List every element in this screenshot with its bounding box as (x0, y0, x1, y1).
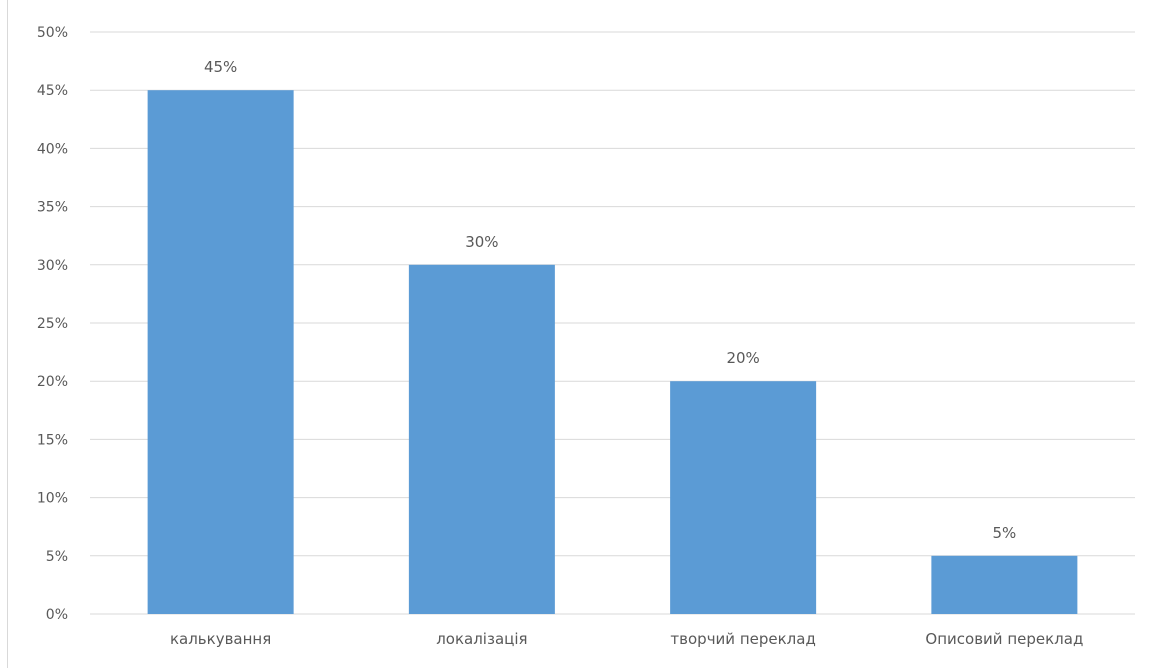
y-tick-label: 35% (37, 200, 68, 216)
data-label: 30% (465, 233, 498, 251)
y-tick-label: 40% (37, 141, 68, 157)
bar (670, 381, 817, 614)
y-tick-label: 25% (37, 316, 68, 332)
x-axis-category-labels: калькування локалізація творчий переклад Оп… (170, 630, 1083, 648)
data-label: 45% (204, 58, 237, 76)
category-label: калькування (170, 630, 271, 648)
category-label: локалізація (436, 630, 527, 648)
data-label: 20% (726, 349, 759, 367)
data-labels: 45% 30% 20% 5% (204, 58, 1016, 542)
bar (931, 555, 1078, 614)
y-axis-tick-labels: 0% 5% 10% 15% 20% 25% 30% 35% 40% 45% 50% (37, 25, 68, 623)
bar (408, 264, 555, 614)
y-tick-label: 0% (46, 607, 68, 623)
category-label: творчий переклад (670, 630, 815, 648)
bar (147, 90, 294, 614)
y-tick-label: 50% (37, 25, 68, 41)
y-tick-label: 5% (46, 549, 68, 565)
data-label: 5% (992, 524, 1016, 542)
y-tick-label: 30% (37, 258, 68, 274)
chart-left-border (7, 0, 8, 668)
y-tick-label: 20% (37, 374, 68, 390)
y-tick-label: 45% (37, 83, 68, 99)
bars (147, 90, 1078, 614)
y-tick-label: 10% (37, 491, 68, 507)
y-tick-label: 15% (37, 432, 68, 448)
category-label: Описовий переклад (925, 630, 1083, 648)
